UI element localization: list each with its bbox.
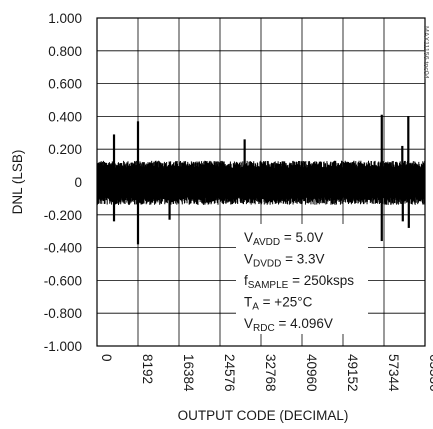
y-axis-title: DNL (LSB) <box>10 150 25 215</box>
y-tick-label: -0.200 <box>44 208 82 223</box>
y-tick-label: 1.000 <box>48 11 82 26</box>
y-tick-label: -1.000 <box>44 339 82 354</box>
plot-frame <box>96 17 426 347</box>
annotation-line: TA = +25°C <box>244 295 313 313</box>
x-tick-label: 40960 <box>304 354 319 392</box>
annotation-value: = +25°C <box>259 295 313 310</box>
dnl-trace <box>96 114 426 245</box>
y-tick-label: -0.600 <box>44 273 82 288</box>
x-tick-label: 32768 <box>263 354 278 392</box>
x-tick-label: 57344 <box>386 354 401 392</box>
x-tick-label: 65536 <box>427 354 433 392</box>
annotation-symbol: T <box>244 295 252 310</box>
annotation-symbol: V <box>244 316 253 331</box>
y-tick-label: 0.800 <box>48 44 82 59</box>
figure-id-label: MAX11156 toc04 <box>422 26 429 79</box>
annotation-subscript: A <box>252 302 259 313</box>
annotation-symbol: V <box>244 252 253 267</box>
y-tick-label: 0 <box>74 175 82 190</box>
annotation-value: = 4.096V <box>275 316 333 331</box>
y-tick-label: 0.400 <box>48 109 82 124</box>
x-tick-label: 24576 <box>222 354 237 392</box>
annotation-line: VAVDD = 5.0V <box>244 230 323 248</box>
annotation-subscript: AVDD <box>253 237 280 248</box>
y-tick-labels: 1.000 0.800 0.600 0.400 0.200 0 -0.200 -0.400 -0… <box>44 11 82 354</box>
y-tick-label: -0.400 <box>44 241 82 256</box>
x-tick-label: 49152 <box>345 354 360 392</box>
annotation-line: VRDC = 4.096V <box>244 316 333 334</box>
annotation-line: fSAMPLE = 250ksps <box>244 273 354 291</box>
annotation-symbol: V <box>244 230 253 245</box>
x-tick-label: 16384 <box>181 354 196 392</box>
y-tick-label: 0.200 <box>48 142 82 157</box>
annotation-symbol: f <box>244 273 248 288</box>
annotation-value: = 3.3V <box>281 252 324 267</box>
annotation-subscript: DVDD <box>253 259 281 270</box>
annotation-subscript: SAMPLE <box>248 280 289 291</box>
x-tick-labels: 0 8192 16384 24576 32768 40960 49152 57344 65536 <box>99 354 433 392</box>
x-axis-title: OUTPUT CODE (DECIMAL) <box>178 408 349 423</box>
x-tick-label: 8192 <box>140 354 155 384</box>
annotation-value: = 250ksps <box>288 273 354 288</box>
y-tick-label: 0.600 <box>48 77 82 92</box>
dnl-band-core <box>97 168 425 198</box>
annotation-line: VDVDD = 3.3V <box>244 252 325 270</box>
annotation-box <box>236 224 368 334</box>
annotation-value: = 5.0V <box>280 230 323 245</box>
y-tick-label: -0.800 <box>44 306 82 321</box>
x-tick-label: 0 <box>99 354 114 362</box>
annotation-subscript: RDC <box>253 323 275 334</box>
